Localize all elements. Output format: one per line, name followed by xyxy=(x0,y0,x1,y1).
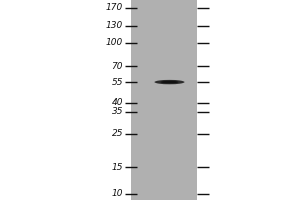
Bar xyxy=(130,0,196,200)
Ellipse shape xyxy=(160,81,178,83)
Text: 130: 130 xyxy=(106,21,123,30)
Ellipse shape xyxy=(154,80,184,84)
Text: 170: 170 xyxy=(106,3,123,12)
Text: 25: 25 xyxy=(112,129,123,138)
Text: 70: 70 xyxy=(112,62,123,71)
Text: 100: 100 xyxy=(106,38,123,47)
Text: 40: 40 xyxy=(112,98,123,107)
Text: 35: 35 xyxy=(112,107,123,116)
Text: 10: 10 xyxy=(112,190,123,198)
Text: 55: 55 xyxy=(112,78,123,87)
Text: 15: 15 xyxy=(112,163,123,172)
